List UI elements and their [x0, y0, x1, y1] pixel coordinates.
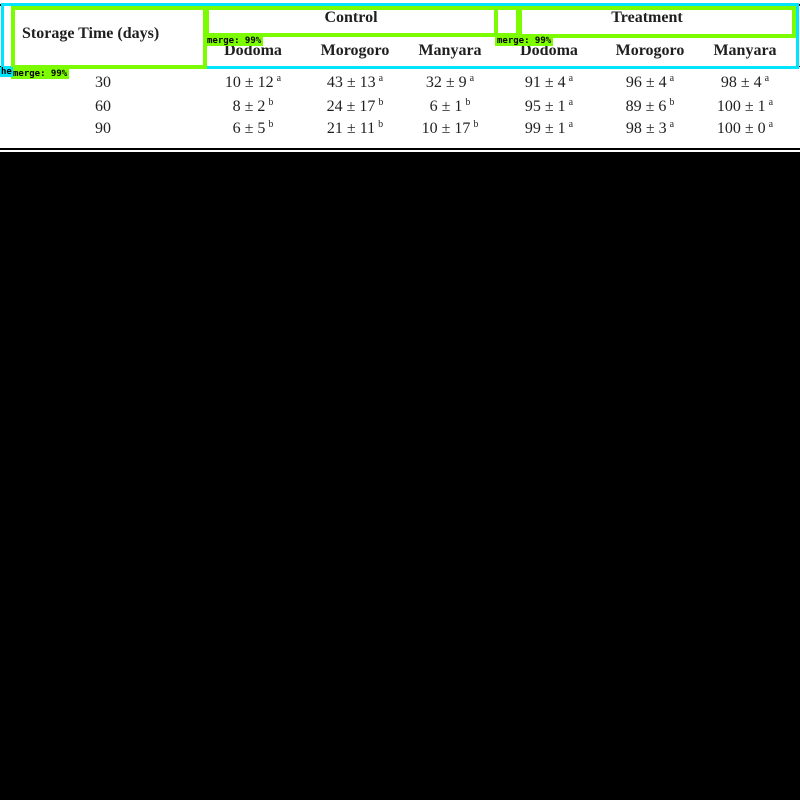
- gap-merge-box: [494, 6, 520, 37]
- col-header-treatment-dodoma: Dodoma: [520, 42, 578, 59]
- control-merge-box: [205, 6, 498, 37]
- row-90-control-morogoro: 21 ± 11 b: [326, 119, 384, 137]
- edge-label: he: [0, 67, 13, 77]
- treatment-merge-box: [518, 6, 796, 38]
- stub-header-merge-box: [11, 6, 207, 69]
- col-header-control-dodoma: Dodoma: [224, 42, 282, 59]
- table-page: Storage Time (days) Control Treatment Do…: [0, 0, 800, 152]
- row-30-time: 30: [95, 74, 111, 91]
- merge-label-stub: merge: 99%: [11, 69, 70, 79]
- col-header-control-manyara: Manyara: [418, 42, 482, 59]
- merge-label-treatment: merge: 99%: [495, 36, 554, 46]
- group-header-control: Control: [324, 9, 378, 26]
- row-30-control-dodoma: 10 ± 12 a: [224, 73, 282, 91]
- row-30-control-morogoro: 43 ± 13 a: [326, 73, 384, 91]
- row-90-control-manyara: 10 ± 17 b: [421, 119, 479, 137]
- merge-label-control: merge: 99%: [205, 36, 264, 46]
- row-60-time: 60: [95, 98, 111, 115]
- row-60-control-morogoro: 24 ± 17 b: [326, 97, 384, 115]
- stub-header: Storage Time (days): [22, 25, 160, 42]
- col-header-treatment-manyara: Manyara: [713, 42, 777, 59]
- row-90-time: 90: [95, 120, 111, 137]
- group-header-treatment: Treatment: [611, 9, 683, 26]
- col-header-treatment-morogoro: Morogoro: [615, 42, 685, 59]
- bottom-rule: [0, 148, 800, 150]
- col-header-control-morogoro: Morogoro: [320, 42, 390, 59]
- header-region-box: [1, 3, 799, 69]
